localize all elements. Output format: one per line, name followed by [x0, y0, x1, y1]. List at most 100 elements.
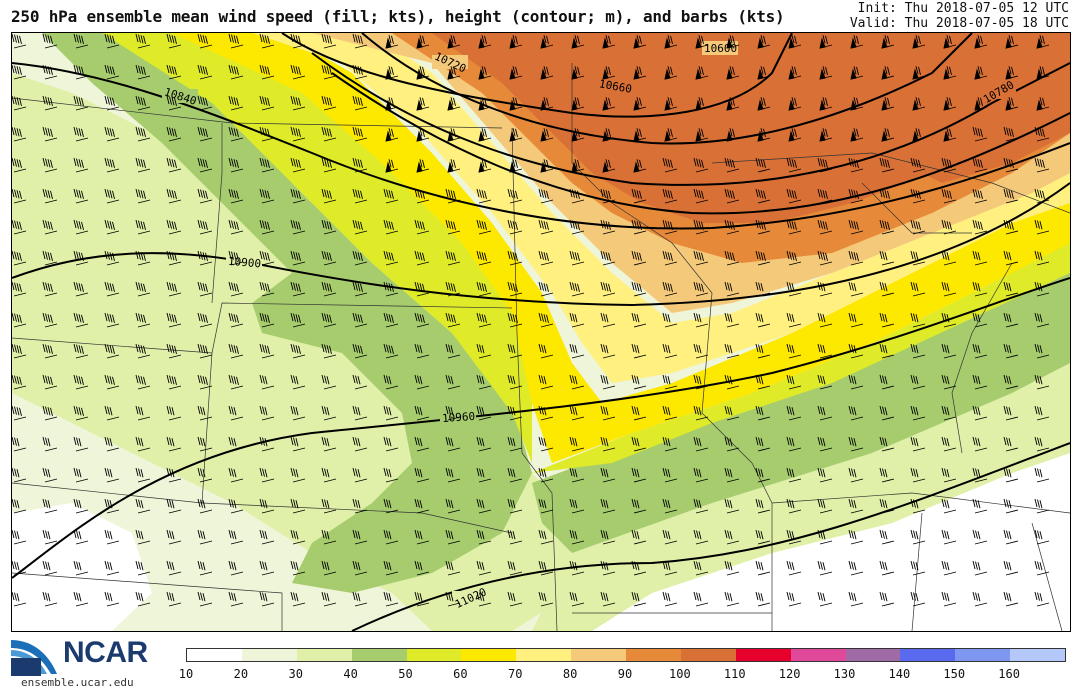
wind-barb	[290, 250, 306, 266]
wind-barb	[135, 126, 151, 142]
wind-barb	[104, 219, 120, 235]
wind-barb	[664, 128, 678, 142]
wind-barb	[104, 560, 120, 576]
contour-10900-line	[12, 182, 1070, 307]
wind-barb	[507, 188, 523, 204]
wind-barb	[912, 35, 926, 49]
wind-barb	[228, 343, 244, 359]
wind-barb	[290, 95, 306, 111]
wind-barb	[1034, 591, 1050, 607]
wind-barb	[135, 250, 151, 266]
wind-barb	[259, 374, 275, 390]
wind-barb	[972, 219, 988, 235]
wind-barb	[509, 128, 523, 142]
wind-barb	[817, 529, 833, 545]
wind-barb	[259, 250, 275, 266]
wind-barb	[848, 405, 864, 421]
wind-barb	[352, 33, 368, 49]
wind-barb	[197, 250, 213, 266]
wind-barb	[259, 219, 275, 235]
wind-barb	[447, 128, 461, 142]
colorbar-tick-50: 50	[398, 667, 413, 681]
wind-barb	[414, 591, 430, 607]
wind-barb	[724, 343, 740, 359]
wind-barb	[135, 95, 151, 111]
wind-barb	[476, 281, 492, 297]
wind-barb	[42, 498, 58, 514]
colorbar-swatch-80	[571, 649, 626, 661]
wind-barb	[972, 560, 988, 576]
wind-barb	[786, 188, 802, 204]
wind-barb	[631, 467, 647, 483]
wind-barb	[476, 219, 492, 235]
wind-barb	[1003, 188, 1019, 204]
wind-barb	[73, 467, 89, 483]
wind-barb	[633, 66, 647, 80]
fill-40-50-east	[532, 263, 1070, 553]
wind-barb	[724, 312, 740, 328]
wind-barb	[1003, 529, 1019, 545]
wind-barb	[259, 343, 275, 359]
fill-70-80	[252, 33, 1070, 383]
wind-barb	[228, 281, 244, 297]
wind-barb	[166, 188, 182, 204]
wind-barb	[12, 188, 27, 204]
wind-barb	[73, 95, 89, 111]
wind-barb	[104, 64, 120, 80]
wind-barb	[321, 591, 337, 607]
wind-barb	[445, 467, 461, 483]
wind-barb	[166, 219, 182, 235]
wind-barb	[197, 560, 213, 576]
wind-barb	[910, 436, 926, 452]
wind-barb	[290, 157, 306, 173]
wind-barb	[352, 374, 368, 390]
colorbar-swatch-130	[845, 649, 901, 661]
wind-barb	[509, 35, 523, 49]
wind-barb	[755, 374, 771, 390]
wind-barb	[941, 498, 957, 514]
wind-barb	[881, 97, 895, 111]
wind-barb	[569, 312, 585, 328]
wind-barb	[414, 281, 430, 297]
wind-barb	[757, 97, 771, 111]
wind-barb	[817, 157, 833, 173]
wind-barb	[879, 343, 895, 359]
wind-barb	[972, 157, 988, 173]
colorbar-tick-80: 80	[562, 667, 578, 681]
wind-barb	[507, 560, 523, 576]
wind-barb	[507, 281, 523, 297]
wind-barb	[385, 159, 399, 173]
wind-barb	[817, 250, 833, 266]
wind-barb	[786, 529, 802, 545]
wind-barb	[881, 66, 895, 80]
wind-barb	[73, 157, 89, 173]
wind-barb	[817, 467, 833, 483]
wind-barb	[12, 436, 27, 452]
wind-barb	[1034, 219, 1050, 235]
wind-barb	[1005, 97, 1019, 111]
wind-barb	[755, 529, 771, 545]
wind-barb	[879, 498, 895, 514]
wind-barb	[693, 436, 709, 452]
wind-barb	[631, 281, 647, 297]
wind-barb	[259, 188, 275, 204]
wind-barb	[507, 312, 523, 328]
wind-barb	[879, 219, 895, 235]
wind-barb	[724, 436, 740, 452]
wind-barb	[786, 343, 802, 359]
wind-barb	[910, 560, 926, 576]
wind-barb	[724, 219, 740, 235]
wind-barb	[1036, 66, 1050, 80]
wind-barb	[42, 126, 58, 142]
wind-barb	[848, 591, 864, 607]
wind-barb	[662, 498, 678, 514]
wind-barb	[383, 219, 399, 235]
wind-barb	[166, 405, 182, 421]
wind-barb	[414, 560, 430, 576]
wind-barb	[569, 529, 585, 545]
wind-barb	[631, 250, 647, 266]
wind-barb	[1036, 35, 1050, 49]
wind-barb	[724, 281, 740, 297]
wind-barb	[352, 591, 368, 607]
wind-barb	[352, 343, 368, 359]
